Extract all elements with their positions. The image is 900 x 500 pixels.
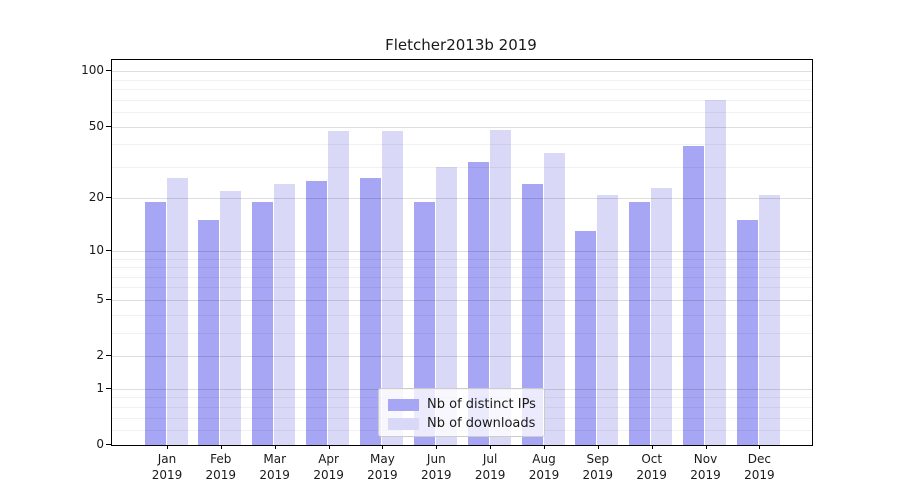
y-tick-label: 50 bbox=[88, 118, 104, 133]
gridline-minor bbox=[112, 276, 812, 278]
y-tick-mark bbox=[106, 298, 111, 300]
y-tick-mark bbox=[106, 444, 111, 445]
y-tick-mark bbox=[106, 197, 111, 199]
gridline-minor bbox=[112, 144, 812, 146]
gridline-major bbox=[112, 71, 812, 73]
bar-downloads-jun bbox=[435, 166, 457, 445]
legend-entry-distinct-ips: Nb of distinct IPs bbox=[388, 395, 536, 414]
legend-swatch-downloads bbox=[388, 417, 419, 430]
plot-area bbox=[111, 59, 813, 446]
gridline-minor bbox=[112, 287, 812, 289]
gridline-minor bbox=[112, 267, 812, 268]
x-tick-label: Nov 2019 bbox=[690, 452, 721, 482]
x-tick-mark bbox=[544, 445, 545, 449]
gridline-minor bbox=[112, 112, 812, 113]
x-tick-mark bbox=[651, 445, 653, 449]
x-tick-label: Apr 2019 bbox=[313, 452, 344, 482]
legend: Nb of distinct IPs Nb of downloads bbox=[378, 388, 545, 437]
gridline-major bbox=[112, 356, 812, 357]
gridline-minor bbox=[112, 99, 812, 101]
y-tick-label: 100 bbox=[81, 63, 104, 78]
x-tick-label: Dec 2019 bbox=[744, 452, 775, 482]
x-tick-mark bbox=[274, 445, 276, 449]
bar-downloads-may bbox=[382, 131, 403, 445]
gridline-minor bbox=[112, 258, 812, 260]
bar-downloads-aug bbox=[543, 152, 565, 445]
legend-label-downloads: Nb of downloads bbox=[427, 416, 536, 431]
y-tick-label: 1 bbox=[96, 380, 104, 395]
gridline-minor bbox=[112, 166, 812, 168]
x-tick-mark bbox=[759, 445, 761, 449]
gridline-major bbox=[112, 299, 812, 301]
legend-label-distinct-ips: Nb of distinct IPs bbox=[427, 397, 536, 412]
bar-distinct-ips-apr bbox=[306, 181, 328, 445]
gridline-minor bbox=[112, 89, 812, 90]
bar-downloads-jan bbox=[166, 178, 188, 445]
x-tick-label: Oct 2019 bbox=[636, 452, 667, 482]
y-tick-label: 0 bbox=[96, 437, 104, 451]
bar-distinct-ips-nov bbox=[683, 146, 705, 445]
y-tick-label: 5 bbox=[96, 291, 104, 306]
bar-downloads-nov bbox=[705, 99, 727, 445]
gridline-major bbox=[112, 126, 812, 128]
bar-downloads-mar bbox=[274, 184, 296, 445]
y-tick-label: 2 bbox=[96, 348, 104, 362]
bar-downloads-dec bbox=[759, 194, 780, 445]
y-tick-mark bbox=[106, 355, 111, 356]
y-tick-mark bbox=[106, 125, 111, 127]
chart-title: Fletcher2013b 2019 bbox=[385, 36, 537, 54]
gridline-major bbox=[112, 250, 812, 252]
bar-downloads-apr bbox=[328, 131, 350, 445]
bar-downloads-feb bbox=[220, 191, 242, 445]
x-tick-label: Jan 2019 bbox=[151, 452, 183, 482]
gridline-minor bbox=[112, 314, 812, 316]
x-tick-label: May 2019 bbox=[367, 452, 398, 482]
bar-distinct-ips-jul bbox=[467, 161, 489, 445]
x-tick-label: Aug 2019 bbox=[528, 452, 560, 482]
legend-entry-downloads: Nb of downloads bbox=[388, 414, 536, 433]
x-tick-mark bbox=[167, 445, 168, 449]
gridline-minor bbox=[112, 332, 812, 334]
x-tick-mark bbox=[705, 445, 707, 449]
x-tick-mark bbox=[220, 445, 222, 449]
y-tick-mark bbox=[106, 70, 111, 72]
x-tick-mark bbox=[382, 445, 384, 449]
gridline-minor bbox=[112, 79, 812, 81]
bar-distinct-ips-dec bbox=[737, 220, 758, 445]
legend-swatch-distinct-ips bbox=[388, 398, 419, 411]
x-tick-mark bbox=[328, 445, 330, 449]
bar-downloads-oct bbox=[651, 187, 673, 445]
y-tick-mark bbox=[106, 249, 111, 251]
y-tick-label: 10 bbox=[88, 242, 104, 257]
bar-distinct-ips-may bbox=[360, 178, 381, 445]
bar-downloads-sep bbox=[597, 194, 619, 445]
bar-distinct-ips-sep bbox=[575, 231, 597, 445]
gridline-major bbox=[112, 198, 812, 200]
bar-distinct-ips-jun bbox=[413, 202, 435, 445]
x-tick-mark bbox=[436, 445, 438, 449]
x-tick-mark bbox=[490, 445, 492, 449]
x-tick-mark bbox=[597, 445, 599, 449]
y-tick-label: 20 bbox=[88, 190, 104, 205]
bar-distinct-ips-feb bbox=[198, 220, 220, 445]
bar-distinct-ips-oct bbox=[629, 202, 651, 445]
bar-distinct-ips-mar bbox=[252, 202, 274, 445]
x-tick-label: Mar 2019 bbox=[259, 452, 290, 482]
x-tick-label: Feb 2019 bbox=[205, 452, 237, 482]
x-tick-label: Jul 2019 bbox=[474, 452, 506, 482]
x-tick-label: Jun 2019 bbox=[421, 452, 452, 482]
bar-distinct-ips-aug bbox=[521, 184, 543, 445]
bar-downloads-jul bbox=[489, 129, 511, 445]
bar-distinct-ips-jan bbox=[144, 202, 166, 445]
x-tick-label: Sep 2019 bbox=[582, 452, 614, 482]
y-tick-mark bbox=[106, 387, 111, 389]
